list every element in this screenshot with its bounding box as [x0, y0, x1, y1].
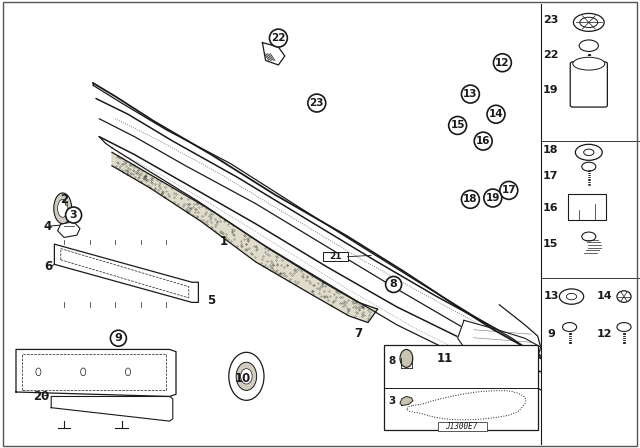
Polygon shape	[458, 320, 541, 363]
Polygon shape	[438, 352, 460, 365]
Text: 19: 19	[486, 193, 500, 203]
Polygon shape	[51, 396, 173, 421]
Text: 12: 12	[495, 58, 509, 68]
Ellipse shape	[308, 94, 326, 112]
Ellipse shape	[110, 330, 127, 346]
FancyBboxPatch shape	[384, 345, 538, 430]
Text: 9: 9	[115, 333, 122, 343]
Text: 4: 4	[44, 220, 52, 233]
Ellipse shape	[474, 132, 492, 150]
FancyBboxPatch shape	[568, 194, 606, 220]
Ellipse shape	[584, 149, 594, 155]
Ellipse shape	[582, 162, 596, 171]
Ellipse shape	[617, 323, 631, 332]
Text: 23: 23	[310, 98, 324, 108]
Ellipse shape	[484, 189, 502, 207]
Text: 6: 6	[44, 260, 52, 273]
Ellipse shape	[58, 199, 68, 217]
Text: 15: 15	[543, 239, 558, 249]
Text: 2: 2	[60, 193, 68, 206]
Text: J1300E7: J1300E7	[445, 422, 477, 431]
Ellipse shape	[269, 29, 287, 47]
Ellipse shape	[573, 57, 605, 70]
Text: 3: 3	[388, 396, 396, 406]
Ellipse shape	[385, 276, 402, 293]
Text: 15: 15	[451, 121, 465, 130]
Ellipse shape	[582, 232, 596, 241]
Text: 1: 1	[220, 235, 228, 249]
Text: 17: 17	[502, 185, 516, 195]
Ellipse shape	[81, 368, 86, 376]
Ellipse shape	[563, 323, 577, 332]
Ellipse shape	[241, 369, 252, 384]
Ellipse shape	[500, 181, 518, 199]
Ellipse shape	[487, 105, 505, 123]
Ellipse shape	[580, 17, 598, 27]
Text: 8: 8	[388, 356, 396, 366]
Ellipse shape	[236, 362, 257, 390]
Text: 18: 18	[463, 194, 477, 204]
Text: 22: 22	[543, 50, 558, 60]
FancyBboxPatch shape	[438, 422, 487, 431]
Polygon shape	[400, 396, 413, 405]
Text: 17: 17	[543, 171, 558, 181]
Ellipse shape	[575, 144, 602, 160]
Ellipse shape	[579, 40, 598, 52]
Text: 20: 20	[33, 390, 50, 403]
Ellipse shape	[559, 289, 584, 304]
Text: 5: 5	[207, 293, 215, 307]
Text: 9: 9	[548, 329, 556, 339]
Text: 10: 10	[235, 372, 252, 385]
Ellipse shape	[400, 349, 413, 367]
Ellipse shape	[617, 291, 631, 302]
Ellipse shape	[449, 116, 467, 134]
Polygon shape	[58, 222, 80, 237]
Polygon shape	[16, 349, 176, 396]
Text: 21: 21	[329, 252, 342, 261]
Ellipse shape	[36, 368, 41, 376]
Text: 8: 8	[390, 280, 397, 289]
FancyBboxPatch shape	[570, 62, 607, 107]
Text: 12: 12	[597, 329, 612, 339]
Text: 13: 13	[463, 89, 477, 99]
Text: 16: 16	[476, 136, 490, 146]
Polygon shape	[112, 152, 378, 323]
Text: 7: 7	[355, 327, 362, 340]
Text: 14: 14	[597, 291, 612, 301]
Text: 18: 18	[543, 145, 558, 155]
Text: 13: 13	[544, 291, 559, 301]
Ellipse shape	[566, 293, 577, 300]
Ellipse shape	[66, 207, 82, 223]
Ellipse shape	[493, 54, 511, 72]
Polygon shape	[54, 244, 198, 302]
Ellipse shape	[573, 13, 604, 31]
Ellipse shape	[54, 193, 72, 224]
Polygon shape	[262, 43, 285, 65]
Text: 14: 14	[489, 109, 503, 119]
Text: 23: 23	[543, 15, 558, 25]
Text: 19: 19	[543, 85, 558, 95]
FancyBboxPatch shape	[323, 252, 348, 261]
Ellipse shape	[125, 368, 131, 376]
Text: 3: 3	[70, 210, 77, 220]
Text: 16: 16	[543, 203, 558, 213]
Ellipse shape	[461, 190, 479, 208]
Text: 22: 22	[271, 33, 285, 43]
Ellipse shape	[229, 352, 264, 401]
Text: 11: 11	[436, 352, 453, 365]
Ellipse shape	[461, 85, 479, 103]
